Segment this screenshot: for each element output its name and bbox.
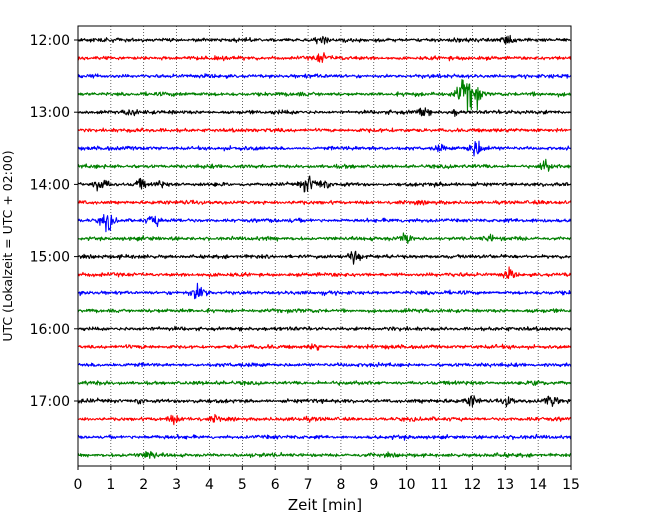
y-tick-label: 16:00	[30, 322, 70, 338]
seismic-traces	[77, 34, 572, 459]
trace-1400	[77, 175, 572, 193]
y-tick-label: 14:00	[30, 177, 70, 193]
trace-1215	[77, 52, 572, 63]
x-tick-label: 0	[74, 477, 83, 493]
x-tick-label: 10	[398, 477, 416, 493]
y-tick-label: 17:00	[30, 394, 70, 410]
x-tick-label: 5	[238, 477, 247, 493]
grid-lines	[110, 26, 539, 466]
plot-frame	[77, 25, 572, 467]
y-axis-ticks: 12:00 13:00 14:00 15:00 16:00 17:00	[30, 33, 78, 410]
x-tick-label: 15	[562, 477, 580, 493]
x-tick-label: 3	[172, 477, 181, 493]
y-tick-label: 13:00	[30, 105, 70, 121]
trace-1700	[77, 395, 572, 408]
trace-1630	[77, 361, 572, 368]
x-tick-label: 12	[463, 477, 481, 493]
x-tick-label: 9	[369, 477, 378, 493]
x-tick-label: 14	[529, 477, 547, 493]
x-tick-label: 1	[106, 477, 115, 493]
trace-1500	[77, 250, 572, 265]
trace-1515	[77, 266, 572, 279]
trace-1300	[77, 107, 572, 118]
x-axis-label: Zeit [min]	[288, 496, 362, 514]
trace-1645	[77, 380, 572, 386]
trace-1600	[77, 325, 572, 332]
trace-1545	[77, 307, 572, 314]
x-tick-label: 8	[336, 477, 345, 493]
trace-1330	[77, 140, 572, 157]
y-tick-label: 12:00	[30, 33, 70, 49]
trace-1715	[77, 413, 572, 426]
trace-1445	[77, 232, 572, 245]
trace-1415	[77, 199, 572, 206]
trace-1245	[77, 78, 572, 113]
y-tick-label: 15:00	[30, 250, 70, 266]
trace-1730	[77, 433, 572, 441]
x-tick-label: 11	[431, 477, 449, 493]
x-tick-label: 7	[304, 477, 313, 493]
trace-1200	[77, 34, 572, 45]
y-axis-label: UTC (Lokalzeit = UTC + 02:00)	[0, 150, 15, 341]
x-tick-label: 13	[496, 477, 514, 493]
trace-1745	[77, 450, 572, 459]
x-tick-label: 6	[271, 477, 280, 493]
x-axis-ticks: 0 1 2 3 4 5 6 7 8 9 10 11 12 13 14 15	[74, 466, 580, 493]
trace-1615	[77, 343, 572, 351]
trace-1345	[77, 158, 572, 172]
x-tick-label: 4	[205, 477, 214, 493]
trace-1530	[77, 282, 572, 300]
trace-1315	[77, 127, 572, 134]
trace-1230	[77, 73, 572, 80]
x-tick-label: 2	[139, 477, 148, 493]
trace-1430	[77, 214, 572, 233]
